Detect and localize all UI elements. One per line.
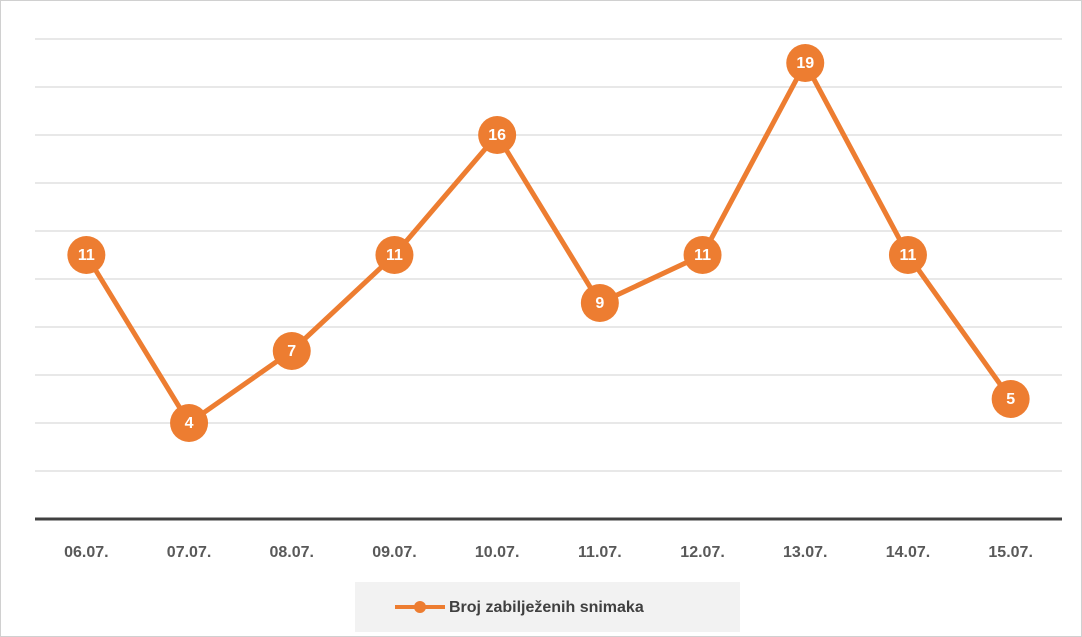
data-label: 9 xyxy=(595,295,604,312)
data-label: 19 xyxy=(796,55,814,72)
x-tick-label: 07.07. xyxy=(167,544,211,561)
data-point xyxy=(272,332,311,370)
data-label: 11 xyxy=(386,247,403,264)
data-point xyxy=(375,236,414,274)
data-point xyxy=(170,404,209,442)
data-point xyxy=(991,380,1030,418)
data-point xyxy=(683,236,722,274)
x-tick-label: 12.07. xyxy=(680,544,724,561)
data-point xyxy=(888,236,927,274)
legend-label: Broj zabilježenih snimaka xyxy=(449,599,644,616)
x-tick-label: 13.07. xyxy=(783,544,827,561)
series-line xyxy=(84,60,1013,426)
data-label: 4 xyxy=(185,415,194,432)
data-label: 11 xyxy=(78,247,95,264)
data-point xyxy=(478,116,517,154)
x-tick-label: 08.07. xyxy=(270,544,314,561)
data-label: 7 xyxy=(287,343,296,360)
data-label: 16 xyxy=(488,127,506,144)
x-tick-label: 10.07. xyxy=(475,544,519,561)
data-label: 11 xyxy=(899,247,916,264)
x-tick-label: 11.07. xyxy=(578,544,622,561)
data-point xyxy=(67,236,106,274)
x-tick-label: 14.07. xyxy=(886,544,930,561)
data-label: 11 xyxy=(694,247,711,264)
data-label: 5 xyxy=(1006,391,1015,408)
legend-marker xyxy=(414,601,426,613)
data-point xyxy=(786,44,825,82)
x-tick-label: 09.07. xyxy=(372,544,416,561)
x-tick-label: 06.07. xyxy=(64,544,108,561)
x-tick-label: 15.07. xyxy=(988,544,1032,561)
data-point xyxy=(580,284,619,322)
